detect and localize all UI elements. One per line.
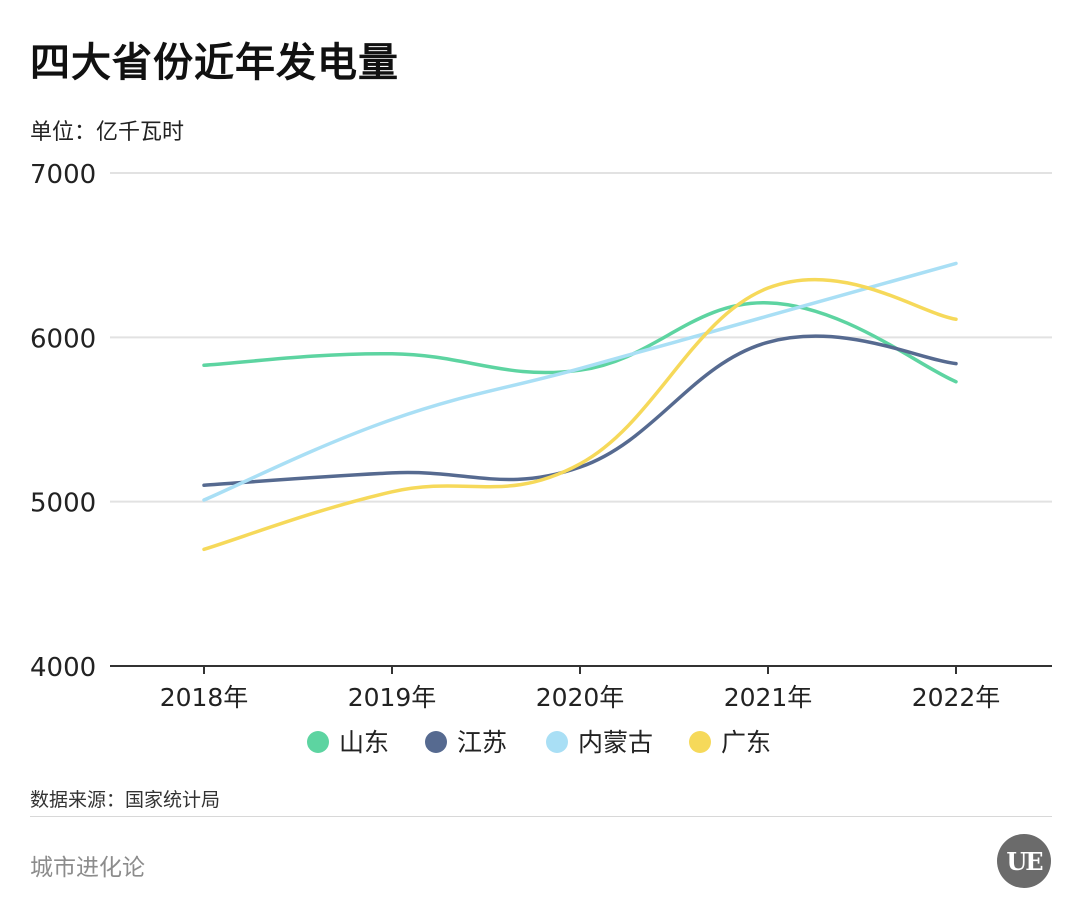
brand-name: 城市进化论 (30, 855, 145, 881)
series-line-广东 (202, 277, 958, 552)
series-line-内蒙古 (202, 261, 958, 502)
legend-marker (307, 731, 329, 753)
legend-label: 江苏 (457, 728, 507, 757)
y-tick-label: 7000 (30, 160, 96, 190)
footer-divider (30, 816, 1052, 817)
legend-label: 山东 (339, 728, 389, 757)
legend-marker (689, 731, 711, 753)
legend-label: 广东 (721, 728, 771, 757)
y-tick-label: 6000 (30, 324, 96, 354)
x-tick-label: 2021年 (724, 683, 813, 712)
x-tick-label: 2019年 (348, 683, 437, 712)
brand-logo: UE (997, 834, 1051, 888)
series-line-江苏 (202, 334, 958, 487)
legend-marker (425, 731, 447, 753)
x-tick-label: 2022年 (912, 683, 1001, 712)
legend-label: 内蒙古 (578, 728, 653, 757)
chart-title: 四大省份近年发电量 (30, 40, 399, 86)
y-tick-label: 4000 (30, 653, 96, 683)
y-tick-label: 5000 (30, 489, 96, 519)
x-tick-label: 2018年 (160, 683, 249, 712)
data-source: 数据来源：国家统计局 (30, 789, 221, 811)
unit-label: 单位：亿千瓦时 (30, 120, 185, 145)
legend-marker (546, 731, 568, 753)
x-tick-label: 2020年 (536, 683, 625, 712)
line-chart: 4000 5000 6000 7000 2018年 2019年 2020年 2021年 2022… (30, 160, 1052, 757)
